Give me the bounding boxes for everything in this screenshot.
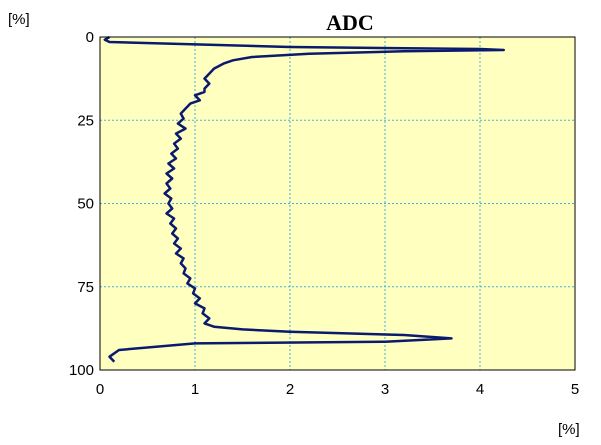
chart-title: ADC [326,10,374,35]
plot-frame [99,36,576,371]
x-tick-label: 3 [381,381,389,398]
x-tick-label: 0 [96,381,104,398]
x-tick-label: 5 [571,381,579,398]
y-tick-label: 25 [77,112,94,129]
y-axis-ticks: 0 25 50 75 100 [69,29,94,379]
y-axis-unit: [%] [8,11,30,28]
x-tick-label: 4 [476,381,484,398]
x-tick-label: 1 [191,381,199,398]
y-tick-label: 100 [69,362,94,379]
y-tick-label: 0 [86,29,94,46]
series-line [103,35,506,363]
grid-lines [100,37,575,370]
x-axis-ticks: 0 1 2 3 4 5 [96,381,579,398]
y-tick-label: 50 [77,196,94,213]
x-tick-label: 2 [286,381,294,398]
x-axis-unit: [%] [558,421,580,438]
y-tick-label: 75 [77,279,94,296]
